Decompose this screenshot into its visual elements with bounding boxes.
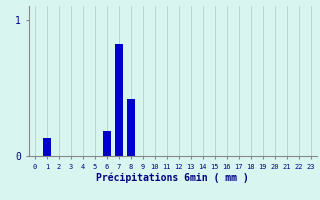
- Bar: [103, 131, 111, 156]
- Bar: [43, 138, 51, 156]
- X-axis label: Précipitations 6min ( mm ): Précipitations 6min ( mm ): [96, 172, 249, 183]
- Bar: [127, 99, 135, 156]
- Bar: [115, 44, 123, 156]
